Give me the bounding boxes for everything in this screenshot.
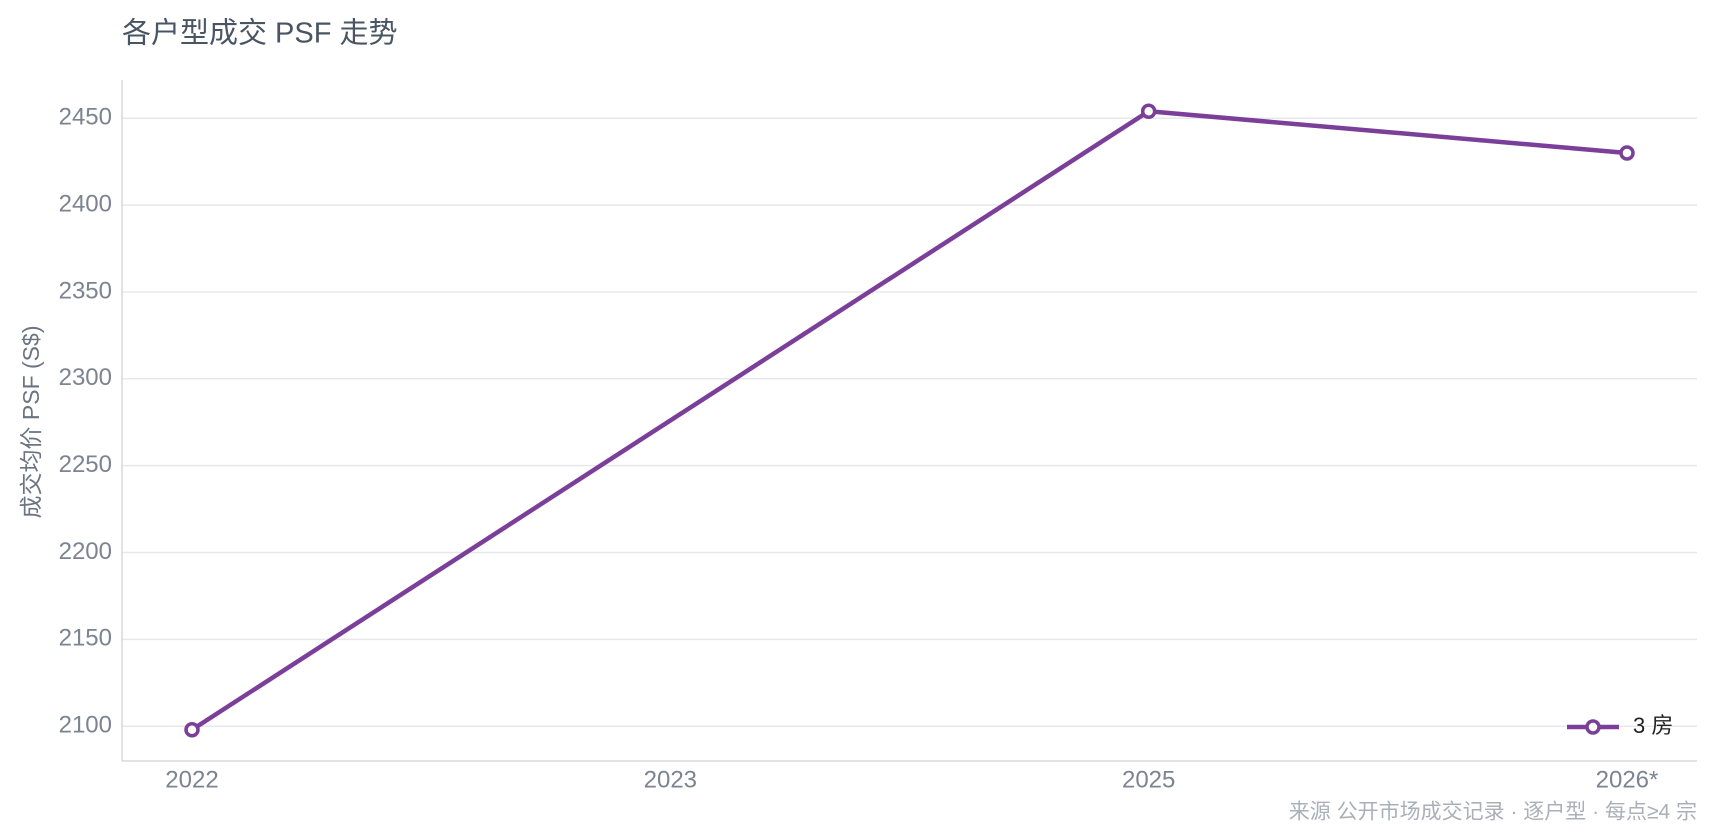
x-tick-label: 2026*: [1596, 766, 1659, 793]
y-tick-label: 2300: [59, 364, 112, 391]
footnote: 来源 公开市场成交记录 · 逐户型 · 每点≥4 宗: [1289, 801, 1697, 824]
x-tick-label: 2025: [1122, 766, 1175, 793]
y-tick-label: 2250: [59, 451, 112, 478]
legend-marker: [1585, 719, 1601, 735]
point: [1619, 145, 1635, 161]
chart-title: 各户型成交 PSF 走势: [122, 17, 398, 50]
y-tick-label: 2400: [59, 190, 112, 217]
y-tick-label: 2450: [59, 104, 112, 131]
point: [1140, 103, 1157, 120]
x-tick-label: 2022: [165, 766, 218, 793]
y-tick-label: 2350: [59, 277, 112, 304]
point: [184, 721, 200, 738]
y-tick-label: 2200: [59, 538, 112, 565]
y-tick-label: 2150: [59, 625, 112, 652]
line: [190, 109, 1628, 732]
legend-label: 3 房: [1633, 713, 1673, 738]
y-tick-label: 2100: [59, 712, 112, 739]
x-tick-label: 2023: [644, 766, 697, 793]
y-axis-label: 成交均价 PSF (S$): [18, 326, 44, 519]
